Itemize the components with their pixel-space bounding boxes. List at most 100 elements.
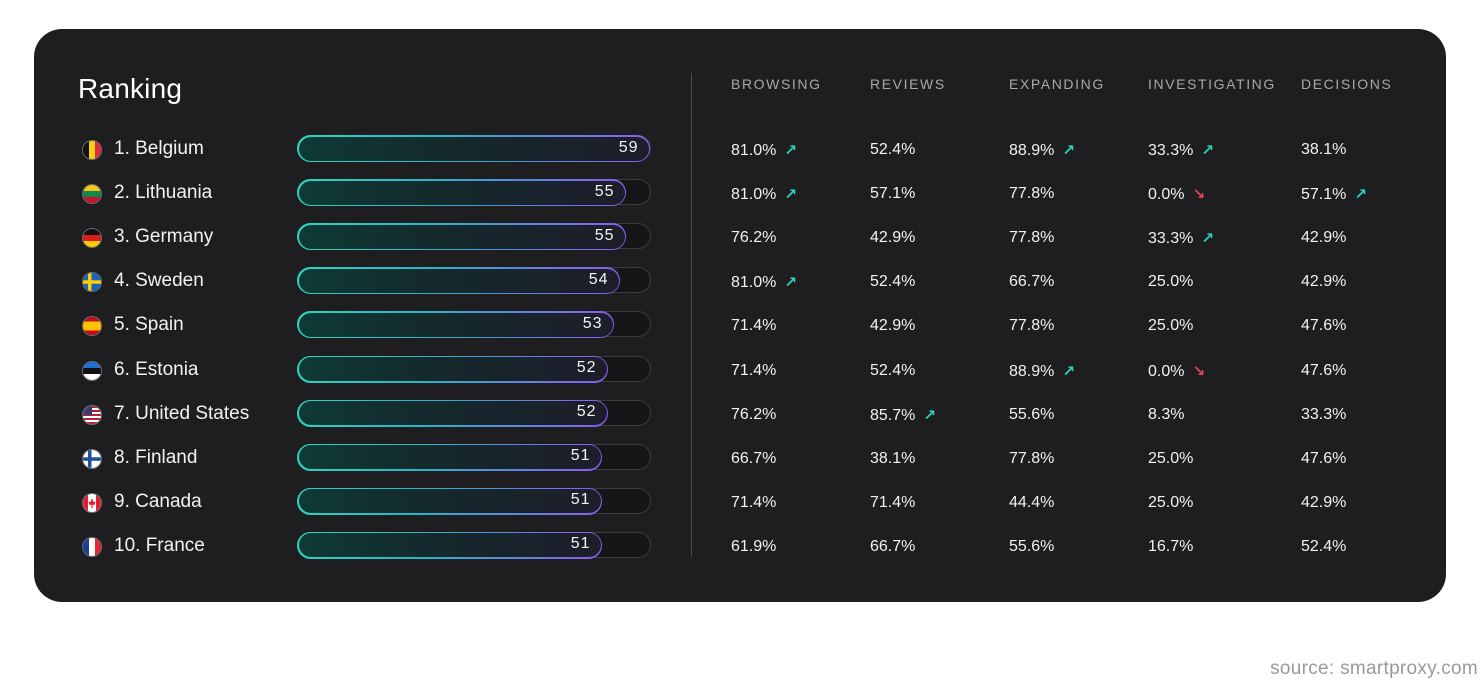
- table-cell-investigating: 25.0%: [1148, 494, 1193, 512]
- table-cell-decisions: 57.1% ↗: [1301, 185, 1367, 204]
- cell-value: 76.2%: [731, 229, 777, 247]
- table-row: 8. Finland 51 66.7% 38.1% 77.8% 25.0% 47.6%: [34, 441, 1446, 485]
- cell-value: 77.8%: [1009, 229, 1055, 247]
- cell-value: 81.0%: [731, 274, 777, 292]
- score-bar: 52: [297, 399, 608, 427]
- table-cell-decisions: 38.1%: [1301, 141, 1346, 159]
- cell-value: 77.8%: [1009, 317, 1055, 335]
- table-row: 4. Sweden 54 81.0% ↗ 52.4% 66.7% 25.0% 42.9%: [34, 264, 1446, 308]
- country-label: 10. France: [114, 534, 205, 556]
- country-label: 1. Belgium: [114, 138, 204, 159]
- table-row: 6. Estonia 52 71.4% 52.4% 88.9% ↗ 0.0% ↘ 47.6%: [34, 353, 1446, 397]
- cell-value: 71.4%: [870, 493, 916, 511]
- table-cell-reviews: 52.4%: [870, 273, 915, 291]
- lithuania-flag-icon: [82, 184, 102, 205]
- table-cell-expanding: 88.9% ↗: [1009, 362, 1075, 381]
- score-bar-track: 54: [297, 267, 651, 295]
- score-bar-track: 55: [297, 223, 651, 251]
- ranking-card: Ranking BROWSING REVIEWS EXPANDING INVESTIG…: [34, 29, 1446, 602]
- cell-value: 25.0%: [1148, 493, 1194, 511]
- cell-value: 33.3%: [1148, 142, 1194, 159]
- cell-value: 66.7%: [731, 449, 777, 467]
- table-row: 7. United States 52 76.2% 85.7% ↗ 55.6% 8.3% 33…: [34, 397, 1446, 441]
- table-cell-reviews: 38.1%: [870, 450, 915, 468]
- cell-value: 42.9%: [1301, 229, 1347, 247]
- table-cell-browsing: 76.2%: [731, 229, 776, 247]
- table-cell-browsing: 71.4%: [731, 317, 776, 335]
- country-label: 7. United States: [114, 402, 250, 424]
- cell-value: 42.9%: [1301, 273, 1347, 291]
- cell-value: 52.4%: [870, 361, 916, 379]
- table-row: 9. Canada 51 71.4% 71.4% 44.4% 25.0% 42.9%: [34, 485, 1446, 529]
- cell-value: 71.4%: [731, 317, 777, 335]
- score-bar: 51: [297, 531, 602, 559]
- estonia-flag-icon: [82, 360, 102, 381]
- trend-up-icon: ↗: [784, 274, 797, 292]
- table-cell-reviews: 85.7% ↗: [870, 406, 936, 425]
- cell-value: 42.9%: [870, 229, 916, 247]
- table-row: 5. Spain 53 71.4% 42.9% 77.8% 25.0% 47.6%: [34, 308, 1446, 352]
- score-value-label: 55: [594, 182, 615, 200]
- table-cell-browsing: 71.4%: [731, 494, 776, 512]
- table-cell-decisions: 47.6%: [1301, 450, 1346, 468]
- cell-value: 8.3%: [1148, 405, 1185, 423]
- country-label: 2. Lithuania: [114, 182, 213, 204]
- score-value-label: 53: [582, 314, 603, 332]
- cell-value: 55.6%: [1009, 405, 1055, 423]
- source-caption: source: smartproxy.com: [1270, 658, 1478, 679]
- score-bar-track: 53: [297, 311, 651, 339]
- score-bar: 55: [297, 179, 626, 207]
- united-states-flag-icon: [82, 404, 102, 425]
- score-bar-track: 52: [297, 355, 651, 383]
- table-row: 3. Germany 55 76.2% 42.9% 77.8% 33.3% ↗ 42.9%: [34, 220, 1446, 264]
- score-value-label: 59: [618, 138, 639, 156]
- belgium-flag-icon: [82, 140, 102, 160]
- table-cell-reviews: 57.1%: [870, 185, 915, 203]
- cell-value: 52.4%: [870, 273, 916, 291]
- table-cell-investigating: 0.0% ↘: [1148, 362, 1205, 381]
- table-cell-investigating: 0.0% ↘: [1148, 185, 1205, 204]
- cell-value: 66.7%: [870, 537, 916, 555]
- score-value-label: 52: [576, 403, 597, 421]
- cell-value: 47.6%: [1301, 449, 1347, 467]
- sweden-flag-icon: [82, 272, 102, 293]
- score-bar-track: 59: [297, 135, 651, 162]
- table-cell-investigating: 25.0%: [1148, 273, 1193, 291]
- table-cell-decisions: 33.3%: [1301, 406, 1346, 424]
- score-bar-track: 51: [297, 531, 651, 559]
- table-cell-expanding: 77.8%: [1009, 317, 1054, 335]
- table-cell-expanding: 66.7%: [1009, 273, 1054, 291]
- cell-value: 42.9%: [1301, 493, 1347, 511]
- trend-up-icon: ↗: [1201, 142, 1214, 159]
- table-cell-expanding: 77.8%: [1009, 185, 1054, 203]
- table-cell-expanding: 77.8%: [1009, 450, 1054, 468]
- country-label: 6. Estonia: [114, 358, 199, 380]
- cell-value: 71.4%: [731, 493, 777, 511]
- cell-value: 42.9%: [870, 317, 916, 335]
- score-bar-track: 51: [297, 443, 651, 471]
- cell-value: 76.2%: [731, 405, 777, 423]
- cell-value: 33.3%: [1301, 405, 1347, 423]
- trend-up-icon: ↗: [784, 142, 797, 159]
- country-label: 8. Finland: [114, 446, 198, 468]
- table-cell-decisions: 42.9%: [1301, 494, 1346, 512]
- table-cell-decisions: 47.6%: [1301, 317, 1346, 335]
- cell-value: 52.4%: [1301, 537, 1347, 555]
- score-bar-track: 52: [297, 399, 651, 427]
- finland-flag-icon: [82, 448, 102, 469]
- cell-value: 16.7%: [1148, 537, 1194, 555]
- cell-value: 25.0%: [1148, 273, 1194, 291]
- cell-value: 77.8%: [1009, 185, 1055, 203]
- table-cell-investigating: 25.0%: [1148, 317, 1193, 335]
- cell-value: 33.3%: [1148, 230, 1194, 248]
- score-bar-track: 51: [297, 487, 651, 515]
- country-label: 5. Spain: [114, 314, 184, 336]
- table-cell-investigating: 33.3% ↗: [1148, 229, 1214, 248]
- score-bar: 55: [297, 223, 626, 251]
- table-cell-reviews: 42.9%: [870, 229, 915, 247]
- cell-value: 81.0%: [731, 186, 777, 204]
- country-label: 3. Germany: [114, 226, 214, 248]
- trend-up-icon: ↗: [1354, 186, 1367, 204]
- score-value-label: 51: [570, 447, 591, 465]
- table-cell-reviews: 52.4%: [870, 141, 915, 159]
